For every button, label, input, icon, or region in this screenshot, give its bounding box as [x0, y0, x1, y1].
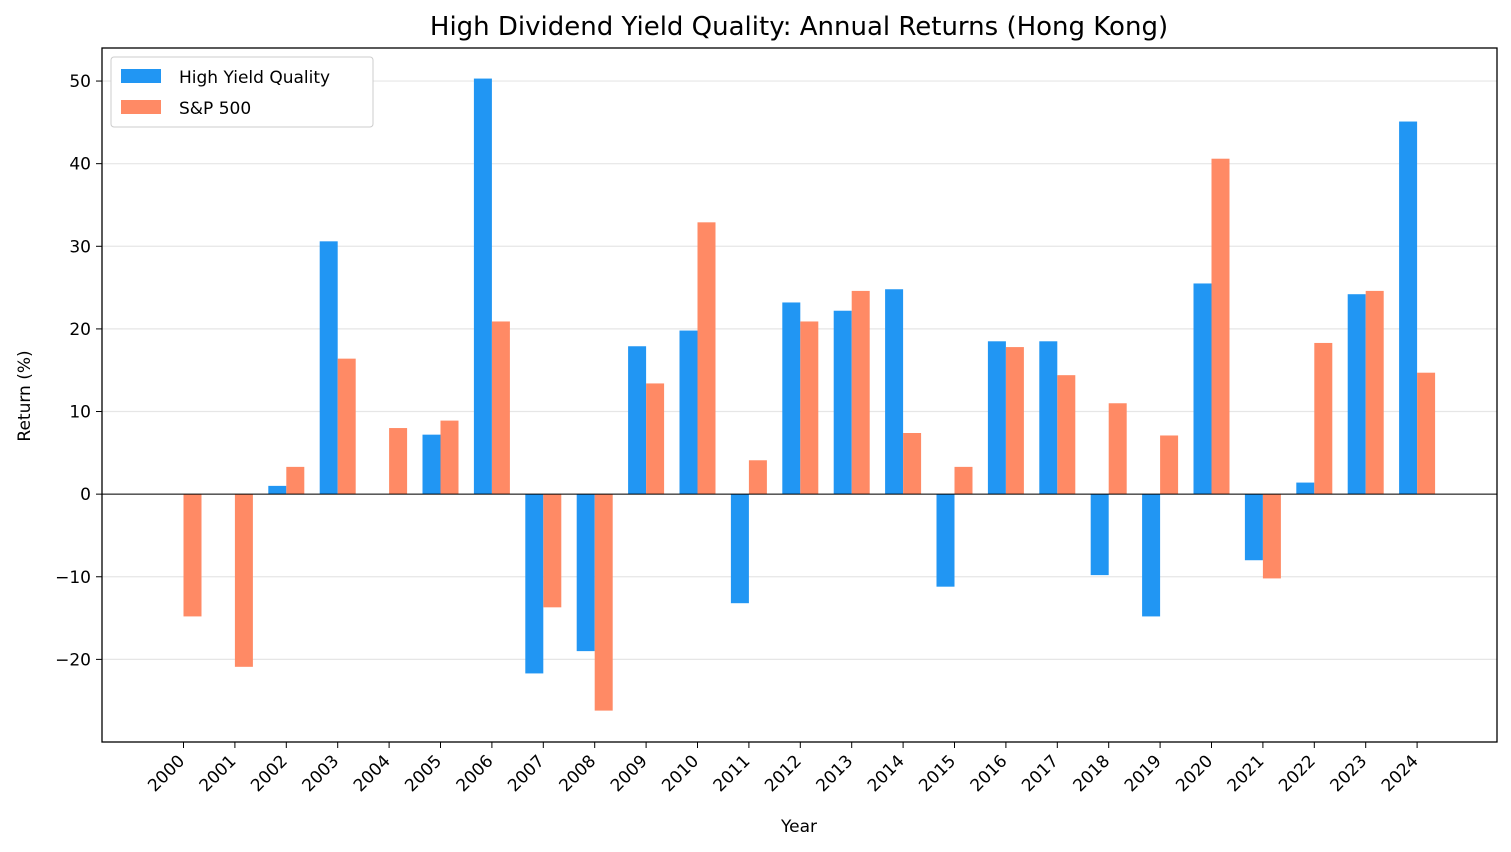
bar-sp500-2008 [594, 494, 613, 711]
y-tick-label: 30 [69, 237, 91, 257]
bar-high-yield-2012 [782, 302, 801, 495]
legend-label-high-yield: High Yield Quality [179, 68, 330, 88]
bar-sp500-2011 [748, 460, 767, 495]
bar-high-yield-2019 [1142, 494, 1161, 617]
x-tick-label: 2005 [401, 751, 446, 796]
y-axis-label: Return (%) [15, 350, 35, 441]
bar-high-yield-2016 [987, 341, 1006, 495]
x-tick-label: 2015 [915, 751, 960, 796]
bar-sp500-2020 [1211, 158, 1230, 495]
bar-sp500-2006 [491, 321, 510, 495]
bar-sp500-2018 [1108, 403, 1127, 495]
bar-sp500-2004 [389, 428, 408, 495]
bar-sp500-2014 [903, 433, 922, 495]
x-tick-label: 2010 [658, 751, 703, 796]
x-axis: 2000 2001 2002 2003 2004 2005 2006 2007 2008 2009… [144, 742, 1423, 796]
bar-sp500-2003 [337, 358, 356, 495]
x-tick-label: 2008 [556, 751, 601, 796]
chart-title: High Dividend Yield Quality: Annual Retu… [430, 12, 1168, 42]
bar-high-yield-2021 [1244, 494, 1263, 561]
legend-label-sp500: S&P 500 [179, 99, 251, 119]
bar-high-yield-2011 [730, 494, 749, 604]
bar-sp500-2021 [1262, 494, 1281, 579]
x-tick-label: 2013 [813, 751, 858, 796]
bar-sp500-2002 [286, 466, 305, 495]
bar-sp500-2012 [800, 321, 819, 495]
plot-area [101, 47, 1498, 743]
x-tick-label: 2007 [504, 751, 549, 796]
legend: High Yield Quality S&P 500 [110, 56, 374, 128]
y-axis: −20 −10 0 10 20 30 40 50 [55, 72, 102, 670]
bar-sp500-2022 [1314, 342, 1333, 495]
legend-swatch-high-yield [121, 69, 161, 83]
x-tick-label: 2011 [710, 751, 755, 796]
bar-sp500-2019 [1160, 435, 1179, 495]
x-axis-label: Year [780, 817, 817, 837]
bar-high-yield-2018 [1090, 494, 1109, 576]
x-tick-label: 2018 [1069, 751, 1114, 796]
bar-high-yield-2008 [576, 494, 595, 652]
bar-high-yield-2020 [1193, 283, 1212, 495]
bar-high-yield-2010 [679, 330, 698, 495]
x-tick-label: 2003 [299, 751, 344, 796]
y-tick-label: −20 [55, 650, 91, 670]
x-tick-label: 2022 [1275, 751, 1320, 796]
x-tick-label: 2006 [453, 751, 498, 796]
bar-sp500-2017 [1057, 375, 1076, 495]
x-tick-label: 2021 [1224, 751, 1269, 796]
bar-sp500-2024 [1417, 372, 1436, 495]
bar-high-yield-2006 [473, 78, 492, 495]
bar-sp500-2000 [183, 494, 202, 617]
bar-sp500-2023 [1365, 290, 1384, 495]
bar-high-yield-2007 [525, 494, 544, 674]
bar-sp500-2013 [851, 290, 870, 495]
bar-sp500-2007 [543, 494, 562, 608]
x-tick-label: 2004 [350, 751, 395, 796]
y-tick-label: 50 [69, 72, 91, 92]
y-tick-label: 20 [69, 320, 91, 340]
bar-sp500-2001 [234, 494, 253, 667]
bar-high-yield-2024 [1399, 121, 1418, 495]
bar-high-yield-2015 [936, 494, 955, 587]
bar-high-yield-2005 [422, 434, 441, 495]
bar-high-yield-2017 [1039, 341, 1058, 495]
bar-sp500-2016 [1005, 347, 1024, 495]
bar-high-yield-2003 [319, 241, 338, 495]
x-tick-label: 2016 [967, 751, 1012, 796]
bar-high-yield-2013 [833, 310, 852, 495]
bar-sp500-2010 [697, 222, 716, 495]
y-tick-label: 10 [69, 403, 91, 423]
x-tick-label: 2001 [196, 751, 241, 796]
x-tick-label: 2024 [1378, 751, 1423, 796]
bar-high-yield-2002 [268, 485, 287, 495]
x-tick-label: 2020 [1172, 751, 1217, 796]
bar-sp500-2015 [954, 466, 973, 495]
bars-group [183, 78, 1436, 711]
x-tick-label: 2023 [1326, 751, 1371, 796]
x-tick-label: 2000 [144, 751, 189, 796]
legend-swatch-sp500 [121, 100, 161, 114]
bar-high-yield-2023 [1347, 294, 1366, 495]
bar-high-yield-2009 [628, 346, 647, 495]
legend-box [110, 56, 374, 128]
bar-sp500-2009 [646, 383, 665, 495]
y-tick-label: 40 [69, 155, 91, 175]
x-tick-label: 2019 [1121, 751, 1166, 796]
bar-sp500-2005 [440, 420, 459, 495]
x-tick-label: 2009 [607, 751, 652, 796]
bar-high-yield-2014 [885, 289, 904, 495]
y-tick-label: −10 [55, 568, 91, 588]
x-tick-label: 2002 [247, 751, 292, 796]
y-tick-label: 0 [80, 485, 91, 505]
x-tick-label: 2017 [1018, 751, 1063, 796]
x-tick-label: 2014 [864, 751, 909, 796]
bar-high-yield-2022 [1296, 482, 1315, 495]
x-tick-label: 2012 [761, 751, 806, 796]
